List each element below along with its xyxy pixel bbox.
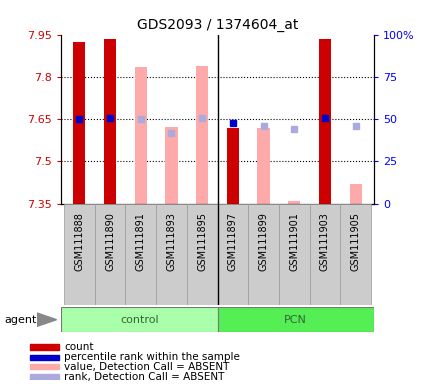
Title: GDS2093 / 1374604_at: GDS2093 / 1374604_at bbox=[137, 18, 297, 32]
FancyBboxPatch shape bbox=[217, 204, 248, 305]
Bar bbox=[73, 41, 85, 204]
Text: GSM111903: GSM111903 bbox=[319, 212, 329, 271]
FancyBboxPatch shape bbox=[125, 204, 156, 305]
Bar bbox=[30, 364, 59, 369]
Bar bbox=[318, 39, 330, 204]
Text: count: count bbox=[64, 342, 93, 352]
Bar bbox=[257, 128, 269, 204]
Text: control: control bbox=[120, 314, 158, 325]
Bar bbox=[165, 127, 177, 204]
Text: GSM111895: GSM111895 bbox=[197, 212, 207, 271]
Text: GSM111888: GSM111888 bbox=[74, 212, 84, 271]
Text: GSM111897: GSM111897 bbox=[227, 212, 237, 271]
Text: percentile rank within the sample: percentile rank within the sample bbox=[64, 352, 239, 362]
Bar bbox=[30, 374, 59, 379]
Text: GSM111901: GSM111901 bbox=[289, 212, 299, 271]
Text: GSM111893: GSM111893 bbox=[166, 212, 176, 271]
FancyBboxPatch shape bbox=[339, 204, 370, 305]
Text: GSM111899: GSM111899 bbox=[258, 212, 268, 271]
Bar bbox=[30, 344, 59, 350]
Bar bbox=[287, 201, 300, 204]
FancyBboxPatch shape bbox=[64, 204, 95, 305]
Text: value, Detection Call = ABSENT: value, Detection Call = ABSENT bbox=[64, 362, 229, 372]
Bar bbox=[196, 66, 208, 204]
Text: GSM111890: GSM111890 bbox=[105, 212, 115, 271]
Text: rank, Detection Call = ABSENT: rank, Detection Call = ABSENT bbox=[64, 372, 224, 382]
FancyBboxPatch shape bbox=[248, 204, 278, 305]
Bar bbox=[226, 128, 238, 204]
Bar bbox=[349, 184, 361, 204]
Bar bbox=[30, 354, 59, 360]
FancyBboxPatch shape bbox=[217, 307, 373, 332]
Text: agent: agent bbox=[4, 314, 36, 325]
FancyBboxPatch shape bbox=[156, 204, 186, 305]
Polygon shape bbox=[37, 313, 56, 326]
FancyBboxPatch shape bbox=[278, 204, 309, 305]
FancyBboxPatch shape bbox=[95, 204, 125, 305]
FancyBboxPatch shape bbox=[309, 204, 339, 305]
Text: GSM111905: GSM111905 bbox=[350, 212, 360, 271]
Text: PCN: PCN bbox=[284, 314, 306, 325]
Bar bbox=[134, 67, 147, 204]
FancyBboxPatch shape bbox=[186, 204, 217, 305]
FancyBboxPatch shape bbox=[61, 307, 217, 332]
Text: GSM111891: GSM111891 bbox=[135, 212, 145, 271]
Bar bbox=[104, 39, 116, 204]
